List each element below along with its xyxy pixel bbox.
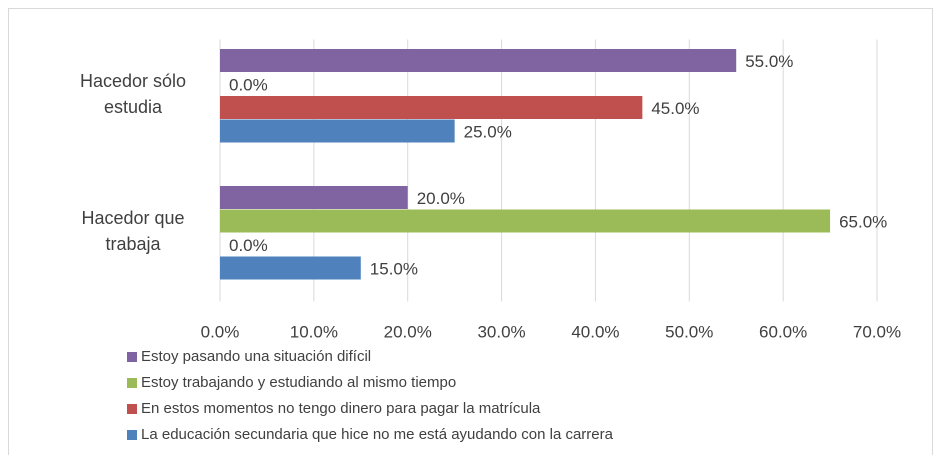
data-label: 15.0% <box>370 260 418 279</box>
legend-swatch <box>127 352 137 362</box>
x-tick-label: 0.0% <box>201 322 240 341</box>
x-tick-label: 50.0% <box>665 322 713 341</box>
bar <box>220 256 361 280</box>
bar <box>220 119 455 143</box>
x-tick-label: 20.0% <box>384 322 432 341</box>
legend-swatch <box>127 404 137 414</box>
legend-label: Estoy pasando una situación difícil <box>141 348 371 365</box>
y-tick-label: Hacedor sólo estudia <box>79 71 187 117</box>
bar <box>220 96 643 119</box>
bar <box>220 209 831 233</box>
data-label: 20.0% <box>417 189 465 208</box>
legend-label: Estoy trabajando y estudiando al mismo t… <box>141 374 456 391</box>
bar <box>220 49 737 72</box>
legend-swatch <box>127 430 137 440</box>
data-label: 25.0% <box>464 123 512 142</box>
x-tick-label: 70.0% <box>853 322 901 341</box>
x-tick-label: 10.0% <box>290 322 338 341</box>
data-label: 55.0% <box>745 52 793 71</box>
x-tick-label: 40.0% <box>571 322 619 341</box>
data-label: 65.0% <box>839 213 887 232</box>
data-label: 45.0% <box>651 99 699 118</box>
bar <box>220 186 408 209</box>
y-label-box: Hacedor que trabaja <box>81 208 185 254</box>
x-tick-label: 60.0% <box>759 322 807 341</box>
legend-label: En estos momentos no tengo dinero para p… <box>141 400 541 417</box>
y-tick-label: Hacedor que trabaja <box>81 208 185 254</box>
x-tick-label: 30.0% <box>477 322 525 341</box>
legend-label: La educación secundaria que hice no me e… <box>141 426 614 443</box>
legend-swatch <box>127 378 137 388</box>
y-label-box: Hacedor sólo estudia <box>79 71 187 117</box>
chart-border <box>8 8 933 455</box>
data-label: 0.0% <box>229 76 268 95</box>
data-label: 0.0% <box>229 236 268 255</box>
